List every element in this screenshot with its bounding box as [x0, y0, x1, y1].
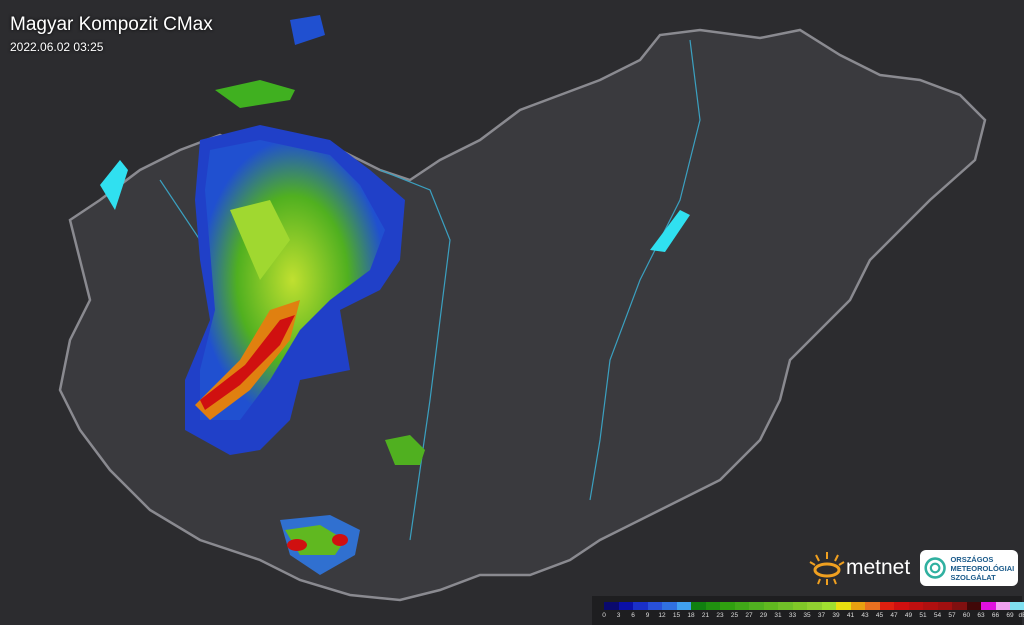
legend-swatch — [691, 602, 706, 610]
legend-swatch — [604, 602, 619, 610]
legend-swatch — [836, 602, 851, 610]
legend-tick: 63 — [977, 612, 985, 619]
legend-swatch — [763, 602, 778, 610]
legend-unit: dBZ — [1018, 612, 1024, 619]
legend-swatch — [923, 602, 938, 610]
color-legend: 0 3 6 9 12 15 18 21 23 25 27 29 31 33 35 37 39 41 43 45 47 49… — [592, 596, 1024, 625]
legend-swatch — [734, 602, 749, 610]
legend-tick: 27 — [745, 612, 753, 619]
legend-swatch — [850, 602, 865, 610]
legend-tick: 9 — [645, 612, 650, 619]
lake-ferto — [100, 160, 128, 210]
oms-line-3: SZOLGÁLAT — [950, 572, 996, 582]
legend-swatch — [995, 602, 1010, 610]
sun-icon — [809, 552, 845, 585]
legend-tick: 25 — [730, 612, 739, 619]
legend-tick: 39 — [832, 612, 840, 619]
legend-tick: 23 — [716, 612, 724, 619]
oms-line-1: ORSZÁGOS — [950, 554, 994, 564]
legend-swatch — [952, 602, 967, 610]
legend-swatch — [705, 602, 720, 610]
legend-swatch — [966, 602, 981, 610]
legend-swatch — [908, 602, 923, 610]
legend-tick: 45 — [875, 612, 884, 619]
oms-swirl-icon — [924, 557, 947, 579]
legend-swatch — [894, 602, 909, 610]
legend-tick: 69 — [1006, 612, 1014, 619]
legend-swatch — [633, 602, 648, 610]
legend-tick: 43 — [861, 612, 869, 619]
legend-tick: 66 — [991, 612, 1000, 619]
legend-tick: 0 — [602, 612, 606, 619]
map-title: Magyar Kompozit CMax — [10, 14, 213, 35]
legend-swatch — [1010, 602, 1024, 610]
legend-swatch — [879, 602, 894, 610]
legend-tick: 12 — [658, 612, 666, 619]
legend-tick: 49 — [904, 612, 913, 619]
legend-tick: 21 — [701, 612, 710, 619]
legend-swatch — [618, 602, 633, 610]
legend-tick: 15 — [672, 612, 681, 619]
legend-tick: 41 — [846, 612, 855, 619]
legend-swatch — [647, 602, 662, 610]
legend-tick: 33 — [788, 612, 797, 619]
legend-swatch — [865, 602, 880, 610]
legend-tick: 57 — [948, 612, 956, 619]
legend-swatch — [778, 602, 793, 610]
legend-swatch — [676, 602, 691, 610]
logos: metnet ORSZÁGOS METEOROLÓGIAI SZOLGÁLAT — [808, 550, 1019, 586]
legend-swatch — [807, 602, 822, 610]
lake-tisza — [650, 210, 690, 252]
oms-line-2: METEOROLÓGIAI — [950, 563, 1015, 573]
legend-swatch — [981, 602, 996, 610]
legend-tick: 31 — [774, 612, 782, 619]
legend-tick: 35 — [803, 612, 811, 619]
legend-swatch — [821, 602, 836, 610]
metnet-logo: metnet — [808, 550, 910, 586]
legend-tick: 47 — [890, 612, 898, 619]
radar-echoes — [185, 15, 425, 575]
legend-tick: 51 — [919, 612, 927, 619]
legend-tick: 6 — [631, 612, 635, 619]
legend-tick: 29 — [759, 612, 768, 619]
legend-tick: 3 — [616, 612, 621, 619]
legend-tick: 60 — [962, 612, 971, 619]
legend-swatch — [792, 602, 807, 610]
timestamp: 2022.06.02 03:25 — [10, 40, 104, 54]
metnet-text: metnet — [846, 556, 911, 579]
legend-swatch — [937, 602, 952, 610]
legend-swatch — [720, 602, 735, 610]
legend-tick: 37 — [817, 612, 826, 619]
legend-color-bar — [604, 602, 1024, 610]
legend-swatch — [749, 602, 764, 610]
legend-swatch — [662, 602, 677, 610]
legend-tick: 18 — [687, 612, 695, 619]
legend-tick: 54 — [933, 612, 942, 619]
oms-logo: ORSZÁGOS METEOROLÓGIAI SZOLGÁLAT — [920, 550, 1019, 586]
